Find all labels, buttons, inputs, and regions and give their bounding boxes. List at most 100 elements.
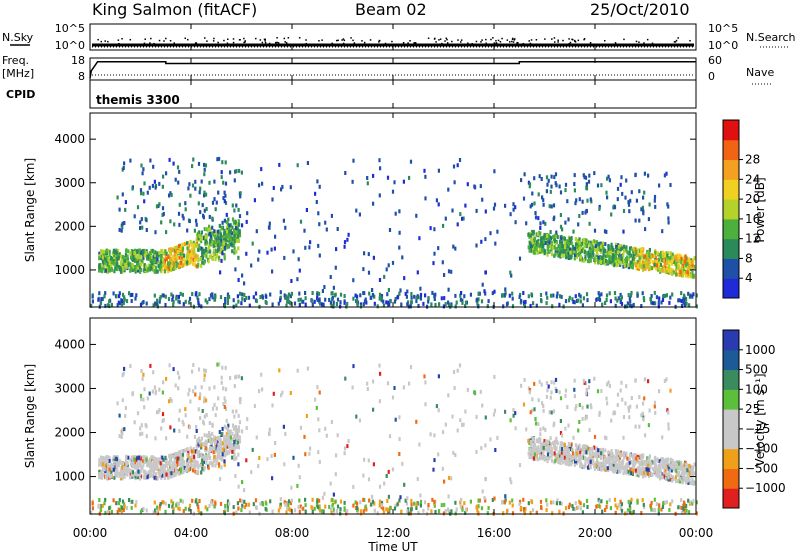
nsearch-label: N.Search bbox=[746, 31, 796, 44]
velocity-cell bbox=[188, 457, 192, 462]
velocity-cell bbox=[209, 456, 212, 460]
power-cell bbox=[126, 254, 129, 259]
velocity-cell bbox=[208, 386, 211, 391]
power-cell bbox=[321, 289, 324, 293]
power-cell bbox=[489, 231, 492, 236]
power-cell bbox=[564, 182, 568, 187]
power-cell bbox=[693, 256, 696, 261]
power-cell bbox=[235, 169, 238, 174]
power-cell bbox=[346, 237, 349, 242]
power-cell bbox=[237, 299, 240, 304]
velocity-cell bbox=[139, 461, 142, 466]
velocity-cell bbox=[566, 405, 569, 410]
power-cell bbox=[630, 190, 633, 195]
power-cell bbox=[594, 244, 597, 249]
power-cell bbox=[627, 263, 630, 268]
power-cell bbox=[581, 210, 584, 215]
power-cell bbox=[169, 191, 172, 196]
power-cell bbox=[559, 190, 563, 195]
power-cell bbox=[362, 267, 365, 272]
velocity-cell bbox=[605, 436, 608, 441]
power-cell bbox=[562, 253, 565, 258]
velocity-cell bbox=[578, 403, 581, 407]
noise-point bbox=[530, 39, 533, 41]
power-cell bbox=[550, 204, 553, 209]
power-cell bbox=[685, 273, 688, 278]
velocity-cell bbox=[129, 457, 132, 462]
velocity-cell bbox=[611, 457, 614, 461]
velocity-cell bbox=[208, 461, 211, 466]
velocity-cell bbox=[570, 447, 573, 452]
velocity-cell bbox=[233, 452, 236, 457]
power-cell bbox=[615, 261, 618, 266]
power-cell bbox=[567, 254, 571, 259]
velocity-cell bbox=[604, 465, 608, 470]
power-cell bbox=[145, 228, 148, 232]
velocity-cell bbox=[108, 474, 112, 479]
power-cell bbox=[108, 249, 111, 254]
power-cell bbox=[645, 258, 648, 263]
power-cell bbox=[217, 236, 220, 241]
velocity-cell bbox=[190, 449, 193, 454]
velocity-cell bbox=[210, 443, 213, 448]
power-cell bbox=[177, 211, 181, 216]
power-cell bbox=[139, 302, 143, 307]
velocity-cell bbox=[560, 456, 563, 460]
velocity-cell bbox=[191, 468, 195, 473]
power-cell bbox=[525, 221, 528, 226]
power-cell bbox=[520, 178, 523, 183]
power-cell bbox=[419, 296, 422, 301]
velocity-cell bbox=[218, 453, 221, 458]
power-cell bbox=[222, 180, 225, 185]
power-cell bbox=[229, 223, 232, 228]
velocity-cell bbox=[608, 462, 611, 467]
power-cell bbox=[583, 243, 586, 248]
power-cell bbox=[484, 209, 487, 214]
power-cell bbox=[443, 273, 446, 277]
velocity-cell bbox=[231, 431, 234, 436]
velocity-cell bbox=[178, 462, 181, 467]
power-cell bbox=[654, 259, 657, 264]
velocity-cell bbox=[187, 392, 190, 397]
power-cell bbox=[277, 301, 280, 306]
power-cell bbox=[629, 299, 632, 304]
power-cell bbox=[433, 251, 436, 256]
power-cell bbox=[683, 271, 686, 276]
nave-tick-top: 60 bbox=[708, 54, 722, 67]
power-cell bbox=[578, 251, 581, 256]
power-cell bbox=[680, 304, 684, 308]
velocity-cell bbox=[594, 450, 597, 455]
power-cell bbox=[557, 253, 560, 258]
velocity-cell bbox=[127, 455, 130, 460]
power-cell bbox=[119, 262, 122, 266]
power-cell bbox=[155, 265, 158, 270]
power-cell bbox=[304, 291, 307, 295]
velocity-cell bbox=[591, 457, 594, 462]
velocity-cell bbox=[121, 461, 125, 466]
power-cell bbox=[459, 212, 462, 217]
noise-point bbox=[243, 37, 245, 40]
velocity-cell bbox=[208, 421, 211, 425]
velocity-cell bbox=[98, 462, 101, 467]
power-cell bbox=[596, 251, 599, 256]
velocity-cell bbox=[664, 468, 667, 473]
velocity-cell bbox=[665, 457, 668, 462]
power-cell bbox=[105, 258, 108, 263]
power-cell bbox=[484, 270, 487, 275]
power-cell bbox=[145, 251, 148, 256]
velocity-cell bbox=[116, 470, 119, 474]
velocity-cell bbox=[531, 397, 534, 402]
velocity-cell bbox=[187, 464, 190, 469]
power-cell bbox=[422, 301, 425, 306]
velocity-cell bbox=[653, 460, 656, 465]
velocity-cell bbox=[556, 453, 559, 458]
power-cell bbox=[443, 296, 446, 301]
power-cell bbox=[647, 261, 650, 266]
nave-tick-bottom: 0 bbox=[708, 70, 715, 83]
velocity-cell bbox=[622, 459, 625, 464]
velocity-cell bbox=[195, 444, 198, 448]
power-cell bbox=[178, 250, 181, 255]
power-cell bbox=[186, 246, 189, 251]
power-cell bbox=[432, 261, 435, 266]
power-cell bbox=[570, 236, 573, 241]
